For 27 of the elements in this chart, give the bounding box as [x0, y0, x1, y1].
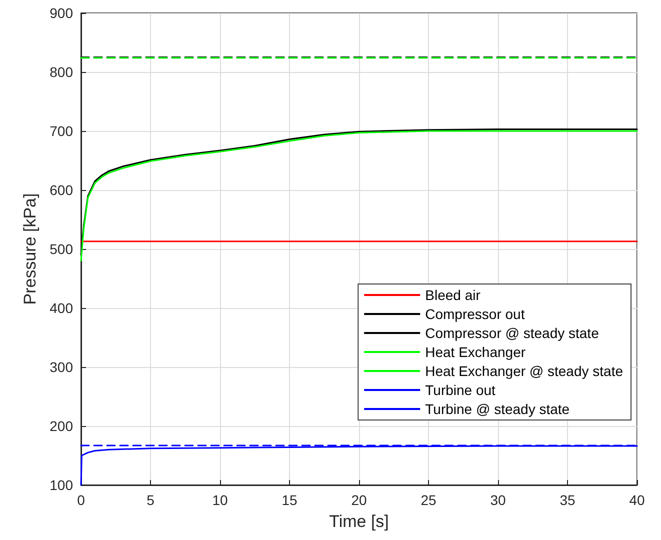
x-tick-label: 20	[351, 492, 367, 508]
legend-label: Heat Exchanger	[425, 344, 526, 360]
x-tick-label: 40	[629, 492, 645, 508]
y-tick-label: 700	[50, 123, 74, 139]
x-tick-label: 5	[146, 492, 155, 508]
x-tick-label: 0	[77, 492, 86, 508]
y-tick-label: 600	[50, 182, 74, 198]
y-tick-label: 900	[50, 5, 74, 21]
legend-label: Compressor out	[425, 306, 525, 322]
y-tick-label: 500	[50, 241, 74, 257]
x-tick-label: 10	[212, 492, 228, 508]
x-tick-label: 35	[560, 492, 576, 508]
x-tick-label: 25	[420, 492, 436, 508]
y-tick-label: 200	[50, 418, 74, 434]
legend-label: Bleed air	[425, 287, 481, 303]
x-axis-title: Time [s]	[329, 512, 389, 531]
y-tick-label: 800	[50, 64, 74, 80]
legend-label: Compressor @ steady state	[425, 325, 600, 341]
y-axis-title: Pressure [kPa]	[20, 193, 40, 305]
y-tick-label: 300	[50, 359, 74, 375]
legend-label: Turbine @ steady state	[425, 401, 570, 417]
x-tick-label: 30	[490, 492, 506, 508]
y-tick-label: 400	[50, 300, 74, 316]
legend-label: Heat Exchanger @ steady state	[425, 363, 624, 379]
x-tick-label: 15	[282, 492, 298, 508]
y-tick-label: 100	[50, 477, 74, 493]
legend-label: Turbine out	[425, 382, 496, 398]
